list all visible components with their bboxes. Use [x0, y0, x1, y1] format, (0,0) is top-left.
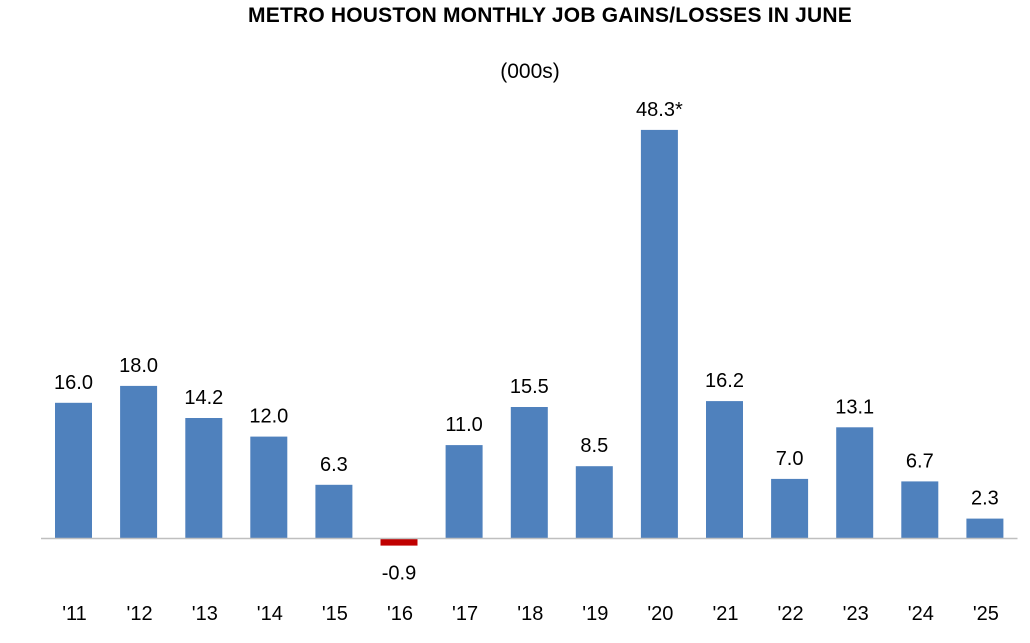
data-label: 2.3: [971, 488, 999, 510]
bar-25: [966, 518, 1004, 538]
bar-21: [706, 401, 743, 538]
data-label: 12.0: [249, 406, 288, 428]
data-label: 16.2: [705, 370, 744, 392]
x-tick-label: '20: [647, 603, 673, 625]
data-label: 16.0: [54, 372, 93, 394]
x-tick-label: '19: [582, 603, 608, 625]
x-tick-label: '18: [517, 603, 543, 625]
bar-11: [55, 402, 92, 538]
x-tick-label: '23: [843, 603, 869, 625]
bar-17: [445, 445, 483, 538]
x-tick-label: '24: [908, 603, 934, 625]
bar-19: [575, 466, 613, 538]
bar-23: [836, 427, 874, 538]
bar-13: [185, 418, 223, 538]
bar-24: [901, 481, 939, 538]
x-tick-label: '14: [257, 603, 283, 625]
data-label: 18.0: [119, 355, 158, 377]
data-label: 11.0: [445, 414, 482, 436]
x-tick-label: '16: [387, 603, 413, 625]
x-tick-label: '25: [973, 603, 999, 625]
data-label: 15.5: [510, 376, 549, 398]
bar-16: [380, 538, 418, 546]
bar-18: [510, 407, 548, 538]
data-label: 8.5: [580, 435, 608, 457]
data-label: 7.0: [776, 448, 804, 470]
data-label: 48.3*: [636, 99, 683, 121]
x-tick-label: '11: [62, 603, 87, 625]
bar-14: [250, 436, 288, 538]
x-tick-label: '22: [778, 603, 804, 625]
x-tick-labels-layer: '11 '12 '13 '14 '15 '16 '17 '18 '19 '20 '21 '22 '23 '…: [62, 603, 999, 625]
bar-20: [640, 129, 678, 538]
data-labels-layer: 16.0 18.0 14.2 12.0 6.3 -0.9 11.0 15.5 8.5 48.3* 1…: [54, 99, 999, 585]
x-tick-label: '21: [712, 603, 738, 625]
bar-12: [120, 385, 158, 538]
bar-22: [771, 478, 809, 538]
data-label: -0.9: [382, 563, 416, 585]
x-tick-label: '12: [127, 603, 153, 625]
data-label: 6.3: [320, 454, 348, 476]
chart-subtitle: (000s): [500, 60, 560, 83]
data-label: 14.2: [184, 387, 223, 409]
data-label: 13.1: [835, 396, 874, 418]
bars-layer: [55, 129, 1004, 546]
chart-title: METRO HOUSTON MONTHLY JOB GAINS/LOSSES I…: [248, 4, 852, 27]
data-label: 6.7: [906, 450, 934, 472]
bar-15: [315, 484, 353, 538]
x-tick-label: '13: [192, 603, 218, 625]
x-tick-label: '17: [452, 603, 478, 625]
x-tick-label: '15: [322, 603, 348, 625]
